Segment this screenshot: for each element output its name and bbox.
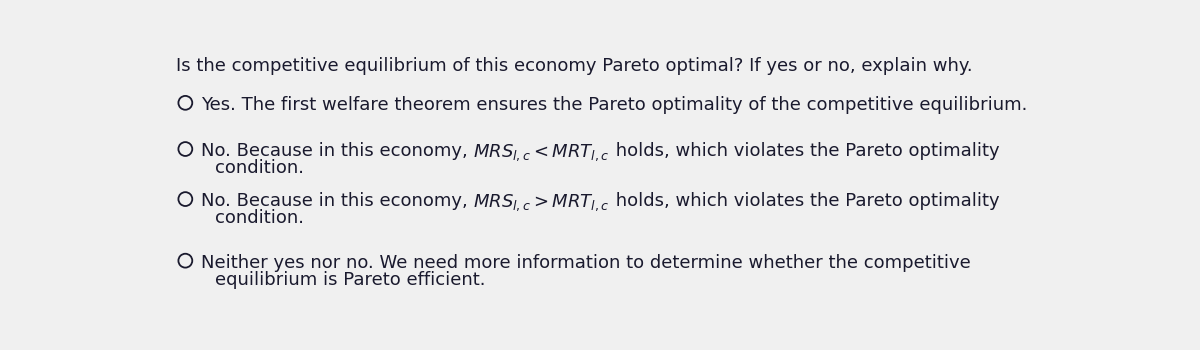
Text: condition.: condition. (215, 159, 304, 177)
Text: $MRS_{l,c} > MRT_{l,c}$: $MRS_{l,c} > MRT_{l,c}$ (473, 192, 610, 213)
Text: $MRS_{l,c} < MRT_{l,c}$: $MRS_{l,c} < MRT_{l,c}$ (473, 142, 610, 163)
Text: No. Because in this economy,: No. Because in this economy, (200, 192, 473, 210)
Text: Yes. The first welfare theorem ensures the Pareto optimality of the competitive : Yes. The first welfare theorem ensures t… (200, 96, 1027, 114)
Text: holds, which violates the Pareto optimality: holds, which violates the Pareto optimal… (610, 142, 1000, 160)
Text: Is the competitive equilibrium of this economy Pareto optimal? If yes or no, exp: Is the competitive equilibrium of this e… (176, 57, 973, 75)
Text: equilibrium is Pareto efficient.: equilibrium is Pareto efficient. (215, 271, 485, 289)
Text: No. Because in this economy,: No. Because in this economy, (200, 142, 473, 160)
Text: condition.: condition. (215, 209, 304, 227)
Text: Neither yes nor no. We need more information to determine whether the competitiv: Neither yes nor no. We need more informa… (200, 254, 971, 272)
Text: holds, which violates the Pareto optimality: holds, which violates the Pareto optimal… (610, 192, 1000, 210)
